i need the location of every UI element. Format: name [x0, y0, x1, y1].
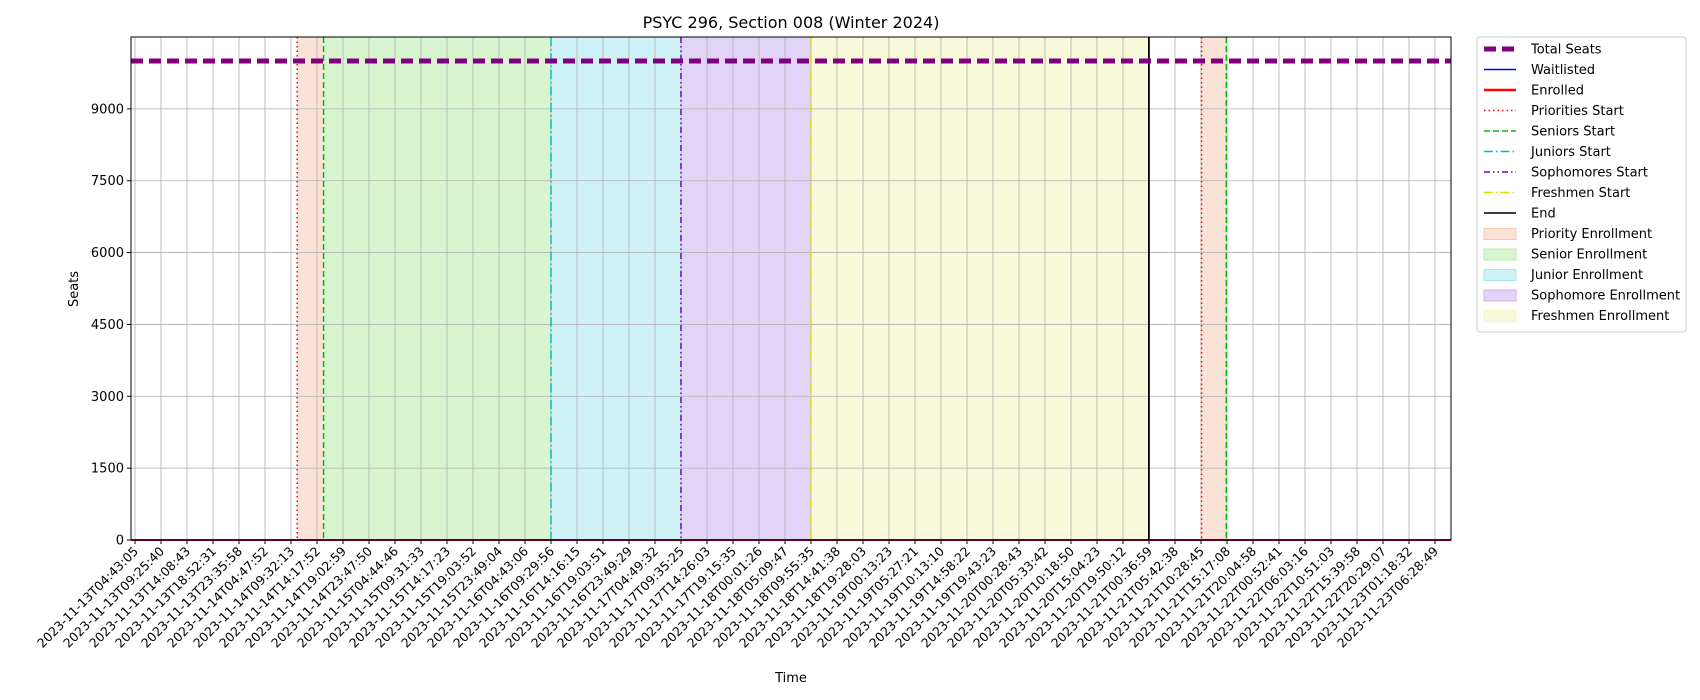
- span-sophomore-enrollment: [680, 37, 811, 540]
- legend-label: Sophomore Enrollment: [1531, 289, 1680, 304]
- span-priority-enrollment: [297, 37, 324, 540]
- span-freshmen-enrollment: [810, 37, 1149, 540]
- x-axis-ticks: 2023-11-13T04:43:052023-11-13T09:25:4020…: [34, 540, 1441, 651]
- legend-label: Priority Enrollment: [1531, 227, 1652, 242]
- grid-lines: [131, 37, 1451, 541]
- legend-label: Enrolled: [1531, 84, 1584, 99]
- enrollment-spans: [297, 37, 1227, 540]
- legend-label: Juniors Start: [1530, 145, 1611, 160]
- legend-label: End: [1531, 207, 1556, 222]
- legend-label: Seniors Start: [1531, 125, 1615, 140]
- chart-title: PSYC 296, Section 008 (Winter 2024): [643, 13, 940, 32]
- legend-label: Senior Enrollment: [1531, 248, 1647, 263]
- y-tick-label: 3000: [91, 390, 124, 405]
- legend-swatch: [1483, 269, 1517, 281]
- legend-label: Priorities Start: [1531, 104, 1624, 119]
- phase-marker-lines: [296, 37, 1228, 540]
- y-tick-label: 6000: [91, 246, 124, 261]
- span-repeat: [1201, 37, 1227, 540]
- legend-swatch: [1483, 228, 1517, 240]
- legend-swatch: [1483, 289, 1517, 302]
- legend-swatch: [1483, 248, 1517, 261]
- span-junior-enrollment: [551, 37, 681, 540]
- legend: Total Seats Waitlisted Enrolled Priorities …: [1476, 36, 1687, 333]
- y-axis-ticks: 0 1500 3000 4500 6000 7500 9000: [91, 102, 131, 549]
- x-axis-label: Time: [774, 671, 807, 686]
- legend-label: Waitlisted: [1531, 63, 1595, 78]
- legend-label: Freshmen Enrollment: [1531, 309, 1669, 324]
- plot-frame: [130, 36, 1452, 541]
- legend-label: Sophomores Start: [1531, 166, 1648, 181]
- y-tick-label: 0: [116, 534, 124, 549]
- y-axis-label: Seats: [67, 271, 82, 307]
- y-tick-label: 7500: [91, 174, 124, 189]
- legend-swatch: [1483, 310, 1517, 322]
- y-tick-label: 4500: [91, 318, 124, 333]
- y-tick-label: 9000: [91, 102, 124, 117]
- span-senior-enrollment: [323, 37, 552, 540]
- legend-label: Freshmen Start: [1531, 186, 1630, 201]
- legend-label: Total Seats: [1530, 43, 1602, 58]
- legend-frame: [1476, 36, 1687, 333]
- legend-label: Junior Enrollment: [1530, 268, 1643, 283]
- y-tick-label: 1500: [91, 462, 124, 477]
